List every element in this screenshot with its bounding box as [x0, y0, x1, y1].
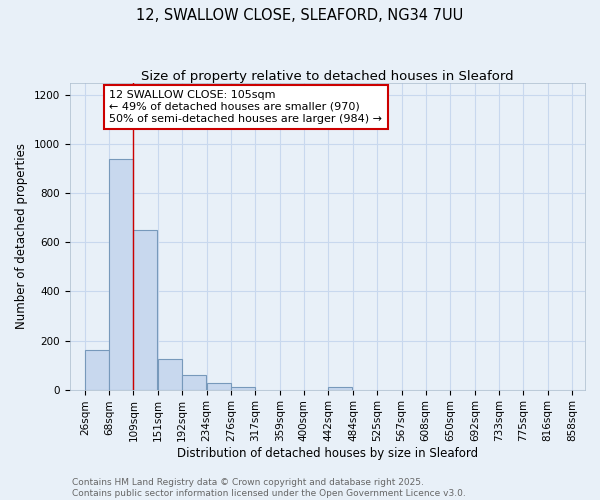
- X-axis label: Distribution of detached houses by size in Sleaford: Distribution of detached houses by size …: [177, 447, 478, 460]
- Bar: [328, 386, 352, 390]
- Text: Contains HM Land Registry data © Crown copyright and database right 2025.
Contai: Contains HM Land Registry data © Crown c…: [72, 478, 466, 498]
- Bar: [182, 376, 206, 390]
- Title: Size of property relative to detached houses in Sleaford: Size of property relative to detached ho…: [141, 70, 514, 83]
- Bar: [231, 386, 255, 390]
- Bar: [158, 359, 182, 390]
- Bar: [85, 350, 109, 390]
- Bar: [109, 159, 133, 390]
- Bar: [133, 230, 157, 390]
- Text: 12 SWALLOW CLOSE: 105sqm
← 49% of detached houses are smaller (970)
50% of semi-: 12 SWALLOW CLOSE: 105sqm ← 49% of detach…: [109, 90, 382, 124]
- Text: 12, SWALLOW CLOSE, SLEAFORD, NG34 7UU: 12, SWALLOW CLOSE, SLEAFORD, NG34 7UU: [136, 8, 464, 22]
- Y-axis label: Number of detached properties: Number of detached properties: [15, 144, 28, 330]
- Bar: [206, 382, 230, 390]
